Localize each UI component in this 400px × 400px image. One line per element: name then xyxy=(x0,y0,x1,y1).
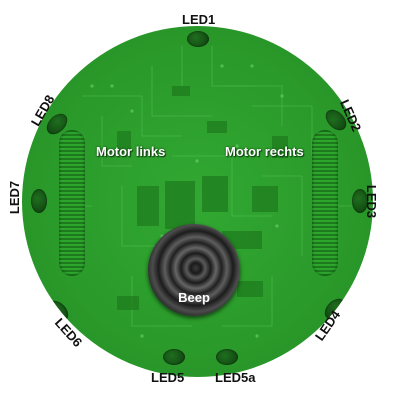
led5-label: LED5 xyxy=(151,370,185,385)
motor-left-slot[interactable] xyxy=(59,130,85,276)
led5-indicator[interactable] xyxy=(163,349,185,365)
motor-right-slot[interactable] xyxy=(312,130,338,276)
led3-label: LED3 xyxy=(364,184,380,219)
beep-label: Beep xyxy=(178,290,210,305)
led7-label: LED7 xyxy=(7,180,23,215)
robot-pcb-board xyxy=(22,26,373,377)
motor-left-label: Motor links xyxy=(96,144,166,159)
led1-indicator[interactable] xyxy=(187,31,209,47)
led3-indicator[interactable] xyxy=(352,189,368,213)
led5a-label: LED5a xyxy=(215,370,256,385)
led1-label: LED1 xyxy=(182,12,216,27)
beep-buzzer-button[interactable]: Beep xyxy=(148,224,240,316)
motor-right-label: Motor rechts xyxy=(225,144,304,159)
pcb-traces xyxy=(62,46,352,338)
led5a-indicator[interactable] xyxy=(216,349,238,365)
led7-indicator[interactable] xyxy=(31,189,47,213)
